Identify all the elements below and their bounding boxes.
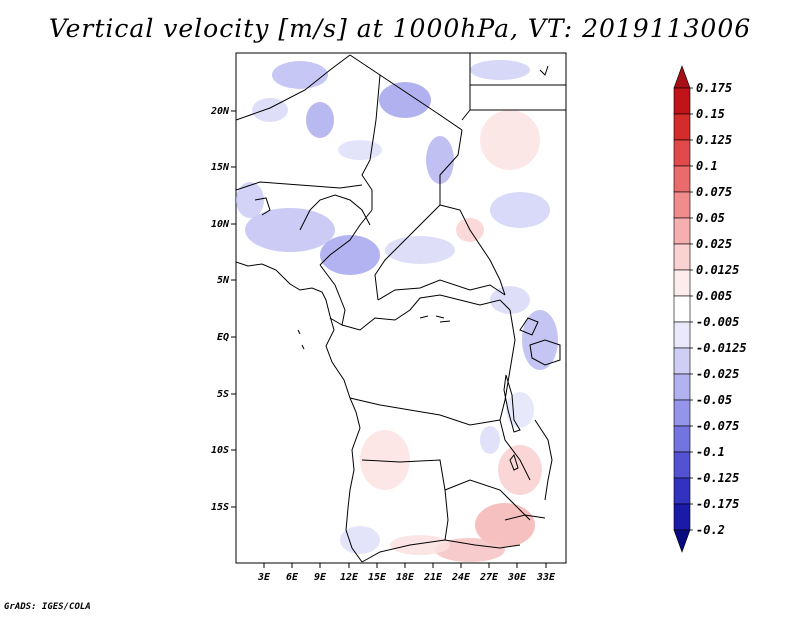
colorbar-label: -0.005: [696, 315, 739, 329]
colorbar: 0.175 0.15 0.125 0.1 0.075 0.05 0.025 0.0125 0.0…: [673, 65, 747, 553]
colorbar-swatch: [673, 191, 691, 219]
colorbar-swatch: [673, 269, 691, 297]
colorbar-bottom-arrow: [673, 529, 691, 553]
lon-label-3e: 3E: [257, 572, 271, 583]
coastlines-borders: [236, 53, 566, 563]
colorbar-label: 0.175: [696, 81, 732, 95]
latitude-axis: 20N 15N 10N 5N EQ 5S 10S 15S: [210, 106, 236, 513]
lat-label-15n: 15N: [211, 162, 230, 173]
lat-label-20n: 20N: [210, 106, 230, 117]
colorbar-label: 0.05: [696, 211, 725, 225]
colorbar-label: -0.125: [696, 471, 739, 485]
colorbar-label: 0.125: [696, 133, 732, 147]
colorbar-label: 0.075: [696, 185, 732, 199]
grads-credit: GrADS: IGES/COLA: [4, 602, 91, 612]
colorbar-swatch: [673, 321, 691, 349]
colorbar-swatch: [673, 477, 691, 505]
colorbar-swatch: [673, 347, 691, 375]
lon-label-27e: 27E: [479, 572, 499, 583]
colorbar-swatch: [673, 87, 691, 115]
colorbar-swatch: [673, 243, 691, 271]
colorbar-top-arrow: [673, 65, 691, 89]
colorbar-label: -0.025: [696, 367, 739, 381]
lon-label-15e: 15E: [368, 572, 387, 583]
chart-title: Vertical velocity [m/s] at 1000hPa, VT: …: [48, 14, 752, 43]
lat-label-eq: EQ: [217, 332, 229, 343]
colorbar-label: -0.175: [696, 497, 739, 511]
lon-label-9e: 9E: [314, 572, 327, 583]
lon-label-33e: 33E: [536, 572, 556, 583]
colorbar-label: -0.2: [696, 523, 725, 537]
colorbar-label: 0.15: [696, 107, 725, 121]
colorbar-label: -0.075: [696, 419, 739, 433]
colorbar-swatch: [673, 295, 691, 323]
lon-label-18e: 18E: [396, 572, 415, 583]
colorbar-swatch: [673, 425, 691, 453]
longitude-axis: 3E 6E 9E 12E 15E 18E 21E 24E 27E 30E 33E: [257, 563, 556, 583]
colorbar-label: 0.1: [696, 159, 718, 173]
colorbar-swatch: [673, 139, 691, 167]
colorbar-label: 0.005: [696, 289, 732, 303]
lon-label-12e: 12E: [340, 572, 359, 583]
colorbar-label: -0.05: [696, 393, 732, 407]
colorbar-swatch: [673, 503, 691, 531]
lat-label-5n: 5N: [217, 275, 230, 286]
colorbar-swatch: [673, 399, 691, 427]
colorbar-swatch: [673, 165, 691, 193]
colorbar-label: -0.0125: [696, 341, 747, 355]
lat-label-15s: 15S: [211, 502, 229, 513]
lat-label-5s: 5S: [217, 389, 229, 400]
lon-label-30e: 30E: [507, 572, 527, 583]
colorbar-swatch: [673, 451, 691, 479]
colorbar-label: 0.025: [696, 237, 732, 251]
colorbar-swatch: [673, 113, 691, 141]
lat-label-10s: 10S: [211, 445, 229, 456]
lon-label-21e: 21E: [423, 572, 443, 583]
colorbar-label: 0.0125: [696, 263, 739, 277]
colorbar-swatch: [673, 373, 691, 401]
colorbar-swatch: [673, 217, 691, 245]
lon-label-24e: 24E: [451, 572, 471, 583]
colorbar-label: -0.1: [696, 445, 725, 459]
lon-label-6e: 6E: [286, 572, 299, 583]
lat-label-10n: 10N: [211, 219, 230, 230]
